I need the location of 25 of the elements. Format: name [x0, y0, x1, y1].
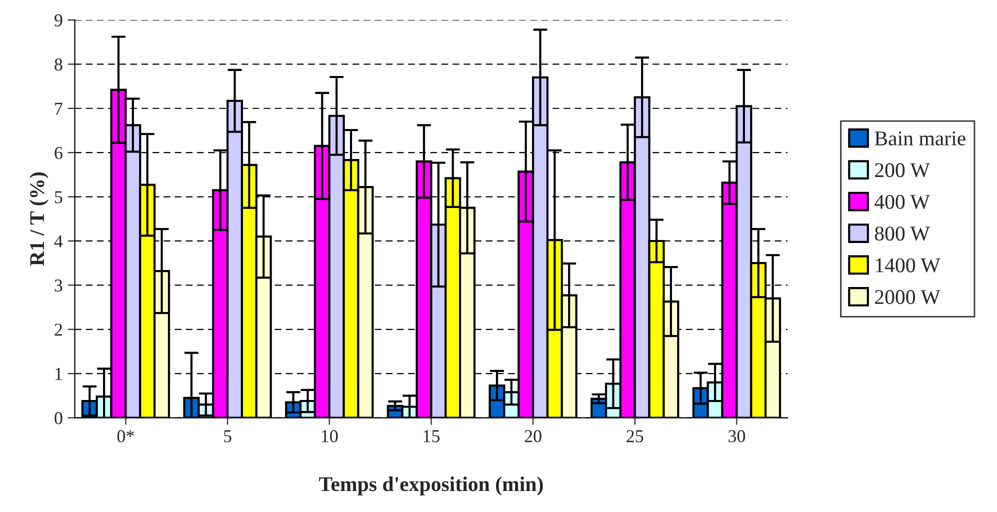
- y-tick-label: 0: [54, 412, 62, 424]
- legend-label: 400 W: [874, 194, 930, 210]
- x-tick-label: 25: [626, 430, 644, 442]
- y-tick-label: 9: [54, 14, 62, 26]
- legend-label: 800 W: [874, 226, 930, 241]
- y-tick-label: 1: [56, 368, 62, 380]
- x-tick-label: 0*: [117, 430, 134, 442]
- y-tick-label: 5: [54, 191, 62, 204]
- x-tick-label: 30: [728, 430, 746, 442]
- legend-label: 200 W: [875, 163, 930, 178]
- legend-label: Bain marie: [874, 131, 966, 146]
- y-tick-label: 2: [54, 324, 62, 336]
- x-tick-label: 15: [424, 430, 440, 442]
- y-tick-label: 4: [54, 235, 63, 248]
- x-tick-label: 20: [524, 430, 542, 442]
- y-tick-label: 3: [54, 279, 62, 292]
- x-tick-label: 5: [224, 430, 232, 442]
- x-axis-title: Temps d'exposition (min): [319, 476, 543, 496]
- legend-label: 1400 W: [876, 258, 940, 272]
- y-tick-label: 8: [54, 58, 62, 71]
- legend-label: 2000 W: [875, 290, 940, 304]
- x-tick-label: 10: [322, 430, 338, 442]
- y-tick-label: 7: [55, 102, 62, 115]
- y-tick-label: 6: [54, 146, 62, 160]
- y-axis-title: R1 / T (%): [29, 172, 48, 266]
